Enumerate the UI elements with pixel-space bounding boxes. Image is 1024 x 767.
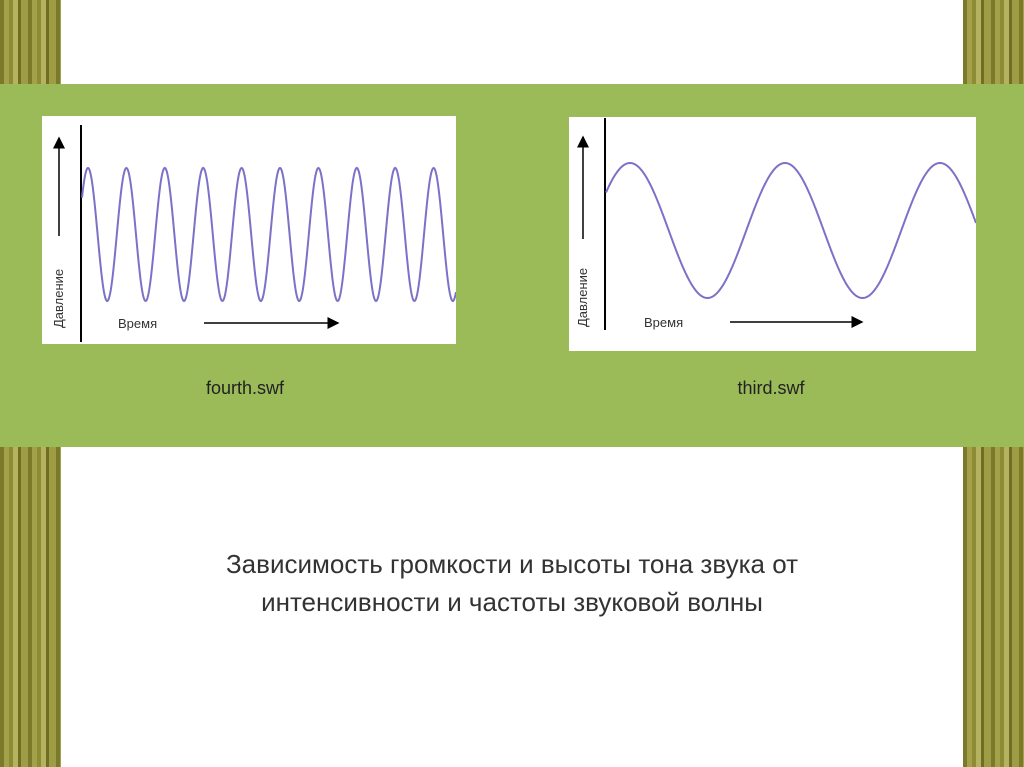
high-frequency-wave-diagram: Давление Время <box>42 116 456 344</box>
title-line-1: Зависимость громкости и высоты тона звук… <box>225 549 799 579</box>
low-frequency-wave-diagram: Давление Время <box>569 117 976 351</box>
caption-left[interactable]: fourth.swf <box>205 378 285 398</box>
y-axis-label: Давление <box>575 268 590 327</box>
wave-line <box>605 162 976 299</box>
caption-right[interactable]: third.swf <box>737 378 805 398</box>
wave-line <box>81 166 456 303</box>
y-axis-label: Давление <box>51 269 66 328</box>
slide-title: Зависимость громкости и высоты тона звук… <box>100 545 924 621</box>
x-axis-label: Время <box>644 315 683 330</box>
x-axis-label: Время <box>118 316 157 331</box>
title-line-2: интенсивности и частоты звуковой волны <box>261 587 763 617</box>
